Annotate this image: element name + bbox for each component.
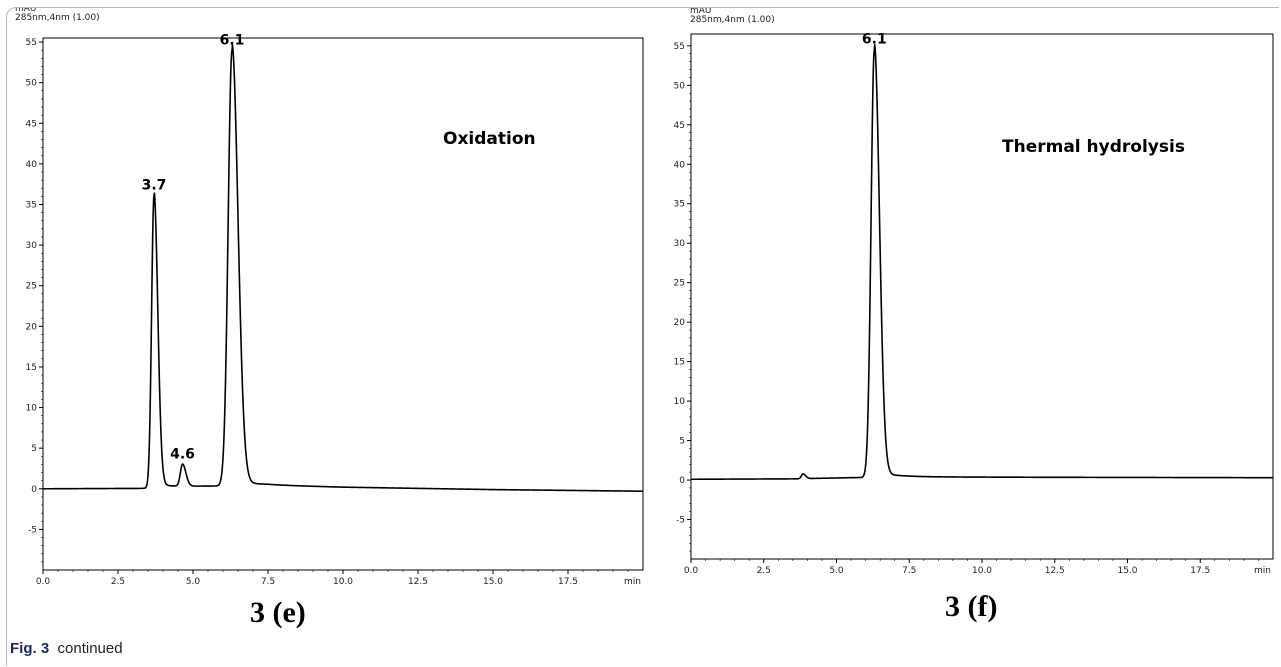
x-tick-label-e: 2.5 (111, 577, 125, 587)
y-tick-label-e: 0 (31, 485, 37, 495)
y-tick-label-f: 50 (674, 81, 686, 91)
x-tick-label-f: 5.0 (829, 566, 844, 576)
figure-frame: 55 50 45 40 35 30 25 20 15 10 5 0 -5 0.0 2.5 5.0 7.5 10.0… (6, 7, 1279, 666)
trace-f (690, 43, 1274, 481)
x-tick-label-e: 17.5 (558, 577, 578, 587)
y-tick-label-e: 15 (26, 363, 37, 373)
y-tick-label-e: 30 (26, 241, 38, 251)
peak-label-e: 6.1 (220, 32, 245, 48)
y-tick-label-e: 5 (31, 444, 37, 454)
y-tick-label-f: 20 (674, 318, 686, 328)
figure-caption: Fig. 3 continued (10, 640, 123, 657)
plot-frame-f (690, 33, 1274, 560)
x-tick-label-f: 10.0 (972, 566, 992, 576)
y-tick-label-f: 40 (674, 160, 686, 170)
x-tick-label-f: 12.5 (1045, 566, 1065, 576)
panel-label-f: 3 (f) (945, 590, 998, 623)
y-tick-label-f: 0 (679, 476, 685, 486)
x-unit-label-f: min (1254, 566, 1271, 576)
y-tick-label-f: 30 (674, 239, 686, 249)
y-tick-label-f: 5 (679, 437, 685, 447)
y-tick-label-f: 45 (674, 121, 685, 131)
y-tick-label-e: 55 (26, 38, 37, 48)
caption-figure-number: Fig. 3 (10, 640, 50, 657)
y-tick-label-e: 10 (26, 404, 38, 414)
caption-text: continued (57, 640, 123, 657)
y-tick-label-e: -5 (28, 525, 37, 535)
y-tick-label-f: 25 (674, 279, 685, 289)
x-tick-label-f: 15.0 (1117, 566, 1137, 576)
trace-e (42, 44, 644, 493)
y-unit-label-f: mAU (690, 8, 712, 16)
x-tick-label-e: 0.0 (36, 577, 51, 587)
y-tick-label-e: 40 (26, 160, 38, 170)
x-unit-label-e: min (624, 577, 641, 587)
y-tick-label-e: 20 (26, 322, 38, 332)
x-tick-label-e: 15.0 (483, 577, 503, 587)
x-tick-label-f: 2.5 (757, 566, 771, 576)
annotation-e: Oxidation (443, 129, 536, 149)
y-tick-label-e: 25 (26, 282, 37, 292)
y-tick-label-f: 10 (674, 397, 686, 407)
detector-label-e: 285nm,4nm (1.00) (15, 13, 100, 23)
y-tick-label-f: -5 (676, 516, 685, 526)
x-tick-label-f: 17.5 (1190, 566, 1210, 576)
y-tick-label-e: 45 (26, 119, 37, 129)
annotation-f: Thermal hydrolysis (1002, 137, 1185, 157)
peak-label-e: 4.6 (170, 446, 195, 462)
peak-label-e: 3.7 (142, 178, 167, 194)
panel-label-e: 3 (e) (250, 596, 306, 629)
y-tick-label-f: 15 (674, 358, 685, 368)
x-tick-label-f: 0.0 (684, 566, 699, 576)
x-tick-label-e: 10.0 (333, 577, 353, 587)
x-tick-label-e: 7.5 (261, 577, 275, 587)
y-tick-label-e: 35 (26, 201, 37, 211)
y-tick-label-e: 50 (26, 79, 38, 89)
x-tick-label-e: 12.5 (408, 577, 428, 587)
y-tick-label-f: 35 (674, 200, 685, 210)
x-tick-label-f: 7.5 (902, 566, 916, 576)
detector-label-f: 285nm,4nm (1.00) (690, 15, 775, 25)
x-tick-label-e: 5.0 (186, 577, 201, 587)
peak-label-f: 6.1 (862, 31, 887, 47)
y-unit-label-e: mAU (15, 8, 37, 14)
y-tick-label-f: 55 (674, 42, 685, 52)
